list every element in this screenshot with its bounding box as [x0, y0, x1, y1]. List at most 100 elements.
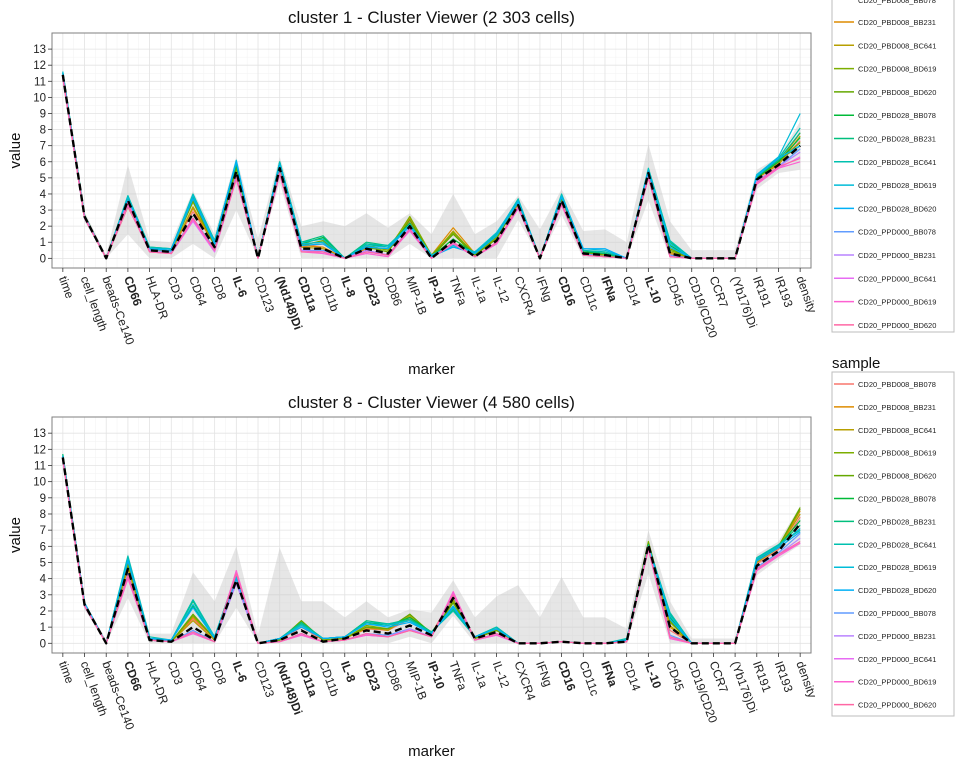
y-tick-label: 9: [40, 493, 46, 505]
x-tick-label: CD16: [555, 274, 579, 308]
x-tick-label: CD23: [360, 274, 384, 308]
series-line-CD20_PBD028_BD620: [62, 73, 801, 259]
legend-label: CD20_PBD008_BD620: [858, 88, 936, 97]
legend-label: CD20_PBD008_BD619: [858, 65, 936, 74]
x-tick-label: IFNa: [598, 659, 620, 689]
x-tick-label: CD11c: [576, 659, 601, 697]
x-tick-label: density: [793, 274, 819, 315]
legend-item: CD20_PBD008_BD619: [834, 65, 936, 74]
legend-label-partial: CD20_PBD008_BB078: [858, 0, 936, 5]
y-tick-label: 11: [34, 460, 46, 472]
legend-label: CD20_PBD028_BD619: [858, 563, 936, 572]
y-tick-label: 5: [40, 173, 46, 185]
y-tick-label: 1: [40, 237, 46, 249]
legend-label: CD20_PPD000_BB078: [858, 609, 936, 618]
legend-item: CD20_PPD000_BB078: [834, 609, 936, 618]
legend-label: CD20_PPD000_BD620: [858, 321, 936, 330]
legend-label: CD20_PBD028_BB231: [858, 517, 936, 526]
y-tick-label: 3: [40, 205, 46, 217]
legend-label: CD20_PBD008_BD620: [858, 472, 936, 481]
x-tick-label: CD3: [164, 274, 185, 302]
x-tick-label: TNFa: [446, 274, 470, 307]
x-tick-label: time: [56, 659, 77, 685]
legend-item: CD20_PBD028_BD620: [834, 204, 936, 213]
y-axis-title: value: [7, 517, 24, 553]
y-tick-label: 5: [40, 557, 46, 569]
legend-label: CD20_PBD008_BB231: [858, 403, 936, 412]
legend-item: CD20_PBD028_BB078: [834, 495, 936, 504]
x-axis-title: marker: [408, 743, 455, 760]
x-tick-label: IL-8: [338, 659, 359, 684]
legend-label: CD20_PPD000_BC641: [858, 274, 936, 283]
legend-item: CD20_PBD028_BD619: [834, 563, 936, 572]
legend-item: CD20_PBD028_BD619: [834, 181, 936, 190]
series-line-CD20_PBD028_BC641: [62, 455, 801, 644]
legend-item: CD20_PBD028_BB231: [834, 517, 936, 526]
legend-item: CD20_PPD000_BD619: [834, 298, 936, 307]
legend-item: CD20_PBD008_BB231: [834, 18, 936, 27]
x-tick-label: IL-1a: [468, 659, 491, 690]
legend-label: CD20_PBD028_BC641: [858, 158, 936, 167]
y-tick-label: 8: [40, 509, 46, 521]
legend-item: CD20_PBD008_BB078: [834, 380, 936, 389]
y-tick-label: 13: [33, 428, 46, 440]
x-axis-title: marker: [408, 361, 455, 378]
legend-item: CD20_PBD008_BD620: [834, 472, 936, 481]
series-line-CD20_PPD000_BD620: [62, 76, 801, 259]
legend-item: CD20_PBD008_BC641: [834, 41, 936, 50]
x-tick-label: IR193: [772, 659, 796, 694]
x-tick-label: CCR7: [707, 659, 731, 695]
legend-label: CD20_PBD028_BD620: [858, 204, 936, 213]
legend-item: CD20_PBD028_BC641: [834, 158, 936, 167]
legend-label: CD20_PBD008_BC641: [858, 426, 936, 435]
y-tick-label: 1: [40, 622, 46, 634]
y-tick-label: 8: [40, 125, 46, 137]
x-tick-label: IL-8: [338, 274, 359, 299]
x-tick-label: time: [56, 274, 77, 300]
x-tick-label: IL-10: [642, 274, 665, 305]
y-axis-title: value: [7, 133, 24, 169]
legend-label: CD20_PBD008_BD619: [858, 449, 936, 458]
legend-item: CD20_PPD000_BD620: [834, 701, 936, 710]
x-tick-label: IR191: [750, 274, 774, 309]
x-tick-label: CD64: [186, 274, 210, 308]
legend-label: CD20_PPD000_BD619: [858, 678, 936, 687]
legend-box: [831, 0, 955, 333]
legend-item: CD20_PPD000_BD620: [834, 321, 936, 330]
x-tick-label: IL-1a: [468, 274, 491, 305]
legend-label: CD20_PBD028_BD619: [858, 181, 936, 190]
legend-label: CD20_PBD008_BB231: [858, 18, 936, 27]
legend-item: CD20_PBD008_BD619: [834, 449, 936, 458]
legend-label: CD20_PBD028_BD620: [858, 586, 936, 595]
series-line-CD20_PPD000_BD620: [62, 458, 801, 644]
y-tick-label: 6: [40, 541, 46, 553]
legend-label: CD20_PBD028_BB231: [858, 135, 936, 144]
y-tick-label: 0: [40, 253, 46, 265]
legend-label: CD20_PBD008_BB078: [858, 380, 936, 389]
legend-item: CD20_PPD000_BB231: [834, 251, 936, 260]
y-tick-label: 7: [40, 141, 46, 153]
x-tick-label: CD14: [620, 274, 644, 308]
chart-title: cluster 1 - Cluster Viewer (2 303 cells): [288, 8, 575, 27]
legend-label: CD20_PPD000_BC641: [858, 655, 936, 664]
y-tick-label: 12: [33, 60, 46, 72]
x-tick-label: IR193: [772, 274, 796, 309]
x-tick-label: IFNa: [598, 274, 620, 304]
y-tick-label: 10: [33, 477, 46, 489]
legend-bottom: sample CD20_PBD008_BB078 CD20_PBD008_BB231…: [831, 355, 955, 717]
legend-item: CD20_PPD000_BC641: [834, 655, 936, 664]
x-tick-label: density: [793, 659, 819, 700]
x-tick-label: CD123: [251, 659, 277, 699]
x-tick-label: CD123: [251, 274, 277, 314]
legend-item: CD20_PBD008_BC641: [834, 426, 936, 435]
x-tick-label: CD3: [164, 659, 185, 687]
series-lines: [62, 454, 801, 644]
x-tick-label: IP-10: [425, 659, 448, 691]
x-tick-label: IR191: [750, 659, 774, 694]
series-lines: [62, 71, 801, 259]
